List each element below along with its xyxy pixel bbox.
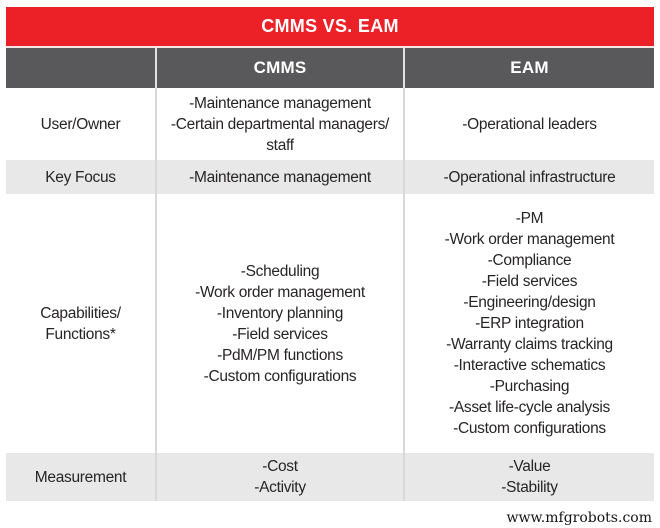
cmms-cell-capabilities: -Scheduling -Work order management -Invent… [157,194,405,453]
cell-line: -Maintenance management [189,168,371,186]
header-eam: EAM [405,48,654,88]
cell-line: Key Focus [45,168,116,186]
cmms-cell-user-owner: -Maintenance management -Certain departme… [157,88,405,160]
row-label-key-focus: Key Focus [6,160,157,194]
cell-line: Measurement [34,468,127,486]
header-cmms-label: CMMS [253,58,307,77]
cell-line: -Operational infrastructure [443,168,616,186]
cell-line: -Work order management [195,283,365,301]
cell-line: -Stability [501,479,558,496]
cell-line: Capabilities/ [40,304,121,322]
cell-line: -Custom configurations [203,367,357,385]
cell-line: -Scheduling [240,262,320,280]
cmms-cell-key-focus: -Maintenance management [157,160,405,194]
cell-line: -Field services [232,325,328,343]
cell-line: -Inventory planning [216,304,344,322]
eam-cell-measurement: -Value -Stability [405,453,654,501]
cell-line: -Work order management [444,231,615,248]
header-cmms: CMMS [157,48,405,88]
row-label-capabilities: Capabilities/Functions* [6,194,157,453]
cell-line: -Asset life-cycle analysis [448,399,611,416]
header-row: CMMS EAM [6,48,654,88]
row-key-focus: Key Focus -Maintenance management -Opera… [6,160,654,194]
eam-cell-capabilities: -PM -Work order management -Compliance -Fie… [405,194,654,453]
cell-line: -Purchasing [489,378,570,395]
cell-line: User/Owner [40,115,121,133]
comparison-table: CMMS VS. EAM CMMS EAM User/Owner -Mainte… [6,7,654,501]
eam-cell-key-focus: -Operational infrastructure [405,160,654,194]
cell-line: -Field services [481,273,578,290]
cell-line: -Warranty claims tracking [446,336,613,353]
cell-line: -Interactive schematics [453,357,606,374]
cell-line: -Cost [262,458,298,475]
table-title-banner: CMMS VS. EAM [6,7,654,48]
cell-line: -Compliance [487,252,572,269]
cell-line: -PdM/PM functions [217,346,343,364]
table-title: CMMS VS. EAM [261,16,399,36]
eam-cell-user-owner: -Operational leaders [405,88,654,160]
cell-line: -PM [515,210,544,227]
cell-line: -Certain departmental managers/ [170,115,390,133]
row-label-user-owner: User/Owner [6,88,157,160]
cell-line: -ERP integration [475,315,584,332]
cell-line: -Custom configurations [453,420,606,437]
cell-line: -Activity [254,479,306,496]
watermark: www.mfgrobots.com [507,510,652,526]
row-label-measurement: Measurement [6,453,157,501]
cell-line: -Engineering/design [463,294,596,311]
watermark-text: www.mfgrobots.com [506,510,652,526]
row-capabilities-functions: Capabilities/Functions* -Scheduling -Work… [6,194,654,453]
cmms-cell-measurement: -Cost -Activity [157,453,405,501]
cell-line: -Operational leaders [462,115,597,133]
header-eam-label: EAM [510,58,549,77]
row-measurement: Measurement -Cost -Activity -Value -Stabil… [6,453,654,501]
cell-line: -Value [508,458,551,475]
header-empty-cell [6,48,157,88]
row-user-owner: User/Owner -Maintenance management -Certa… [6,88,654,160]
cell-line: -Maintenance management [189,94,371,112]
cell-line: staff [266,136,294,154]
cell-line: Functions* [45,325,116,343]
